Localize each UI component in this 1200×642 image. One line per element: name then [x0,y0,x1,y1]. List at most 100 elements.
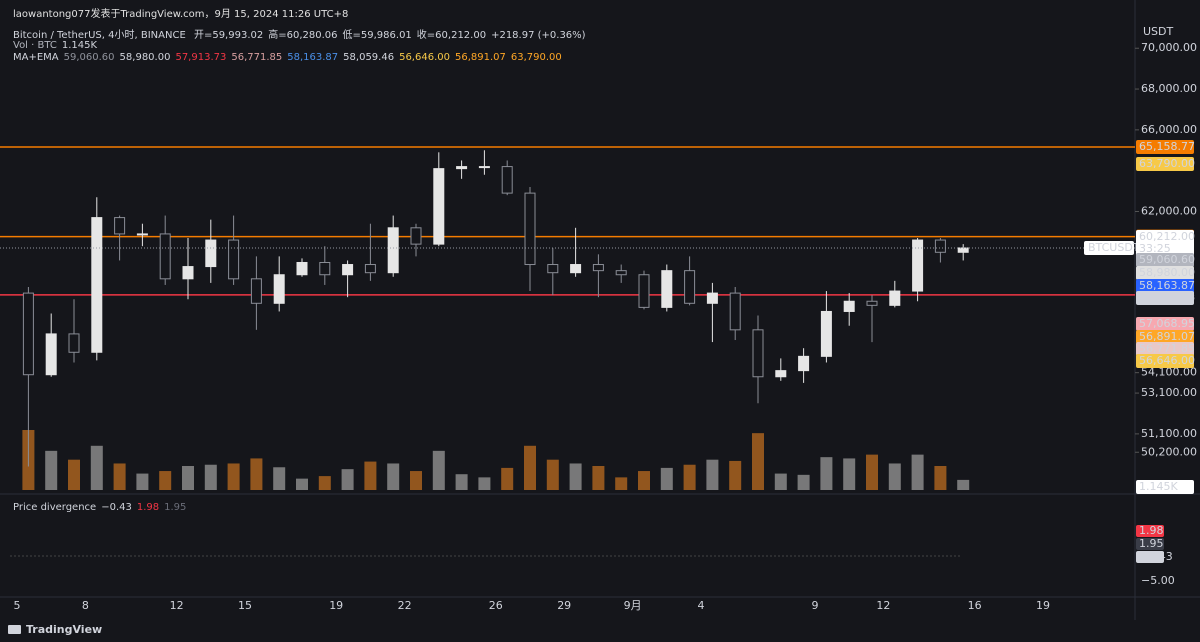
y-tick-label: 50,200.00 [1141,445,1197,458]
candle-body [364,264,376,274]
candle-body [592,264,604,272]
volume-bar [797,474,810,490]
price-tag-bg [1136,317,1194,331]
candle-body [501,166,513,194]
ohlc-value: 高=60,280.06 [268,30,338,41]
vol-label: Vol · BTC [13,40,57,51]
candle-body [342,264,354,276]
price-tag: 56,891.07 [1139,330,1195,343]
volume-bar [478,477,491,490]
candle-body [433,168,445,245]
volume-bar [911,454,924,490]
price-tag-bg [1136,480,1194,494]
x-tick-label: 5 [14,599,21,612]
vol-row: Vol · BTC 1.145K [13,40,102,51]
y-tick-label: 53,100.00 [1141,386,1197,399]
volume-bar [660,467,673,490]
y-tick-label: 68,000.00 [1141,82,1197,95]
indicator-row: Price divergence −0.43 1.98 1.95 [13,502,191,513]
ma-value: 56,771.85 [231,52,283,63]
symbol-tag-bg [1084,240,1134,255]
indicator-name: Price divergence [13,502,97,513]
candle-body [843,300,855,312]
candle-body [22,292,34,376]
vol-value: 1.145K [61,40,98,51]
volume-bar [592,466,605,490]
x-tick-label: 22 [398,599,412,612]
candle-body [570,264,582,274]
price-tag-bg [1136,291,1194,305]
x-tick-label: 4 [698,599,705,612]
ma-value: 56,891.07 [454,52,506,63]
volume-bar [957,479,970,490]
price-tag: 57,068.95 [1139,317,1195,330]
ma-value: 63,790.00 [510,52,562,63]
candle-body [820,310,832,357]
volume-bar [410,471,422,490]
indicator-value: 1.98 [136,502,160,513]
x-tick-label: 9月 [624,599,642,612]
candle-body [752,329,764,378]
volume-bar [113,463,126,490]
indicator-value: 1.95 [164,502,187,513]
volume-bar [90,445,103,490]
candle-body [866,300,878,306]
candle-body [661,270,673,308]
candle-body [182,266,194,280]
volume-bar [273,467,286,490]
y-tick-label: 62,000.00 [1141,204,1197,217]
volume-bar [638,471,650,490]
candle-body [934,239,946,253]
x-tick-label: 19 [1036,599,1050,612]
ma-label: MA+EMA [13,52,59,63]
volume-bar [729,460,742,490]
price-tag: 58,059.46 [1139,291,1195,304]
ma-value: 58,059.46 [343,52,395,63]
ma-row: MA+EMA 59,060.60 58,980.00 57,913.73 56,771.… [13,52,567,63]
ohlc-value: 开=59,993.02 [193,30,264,41]
indicator-tag: 1.98 [1139,524,1164,537]
volume-bar [364,461,377,490]
price-tag: 1.145K [1139,480,1178,493]
candle-body [136,233,148,236]
volume-bar [683,464,696,490]
volume-bar [501,467,514,490]
volume-bar [296,478,308,490]
price-tag-bg [1136,266,1194,280]
level-label: 65,158.77 [1139,140,1195,153]
x-tick-label: 19 [329,599,343,612]
price-tag: 63,790.00 [1139,157,1195,170]
y-tick-label: 66,000.00 [1141,123,1197,136]
price-tag: 58,163.87 [1139,279,1195,292]
ma-value: 58,163.87 [287,52,339,63]
candle-body [478,166,490,169]
indicator-tag-bg [1136,538,1164,550]
candle-body [547,264,559,274]
volume-bar [182,466,194,490]
volume-bar [706,459,719,490]
x-tick-label: 9 [812,599,819,612]
candle-body [410,227,422,245]
level-tag [1136,140,1194,155]
brand-logo [8,625,21,634]
candle-body [205,239,217,268]
volume-bar [843,458,856,490]
price-tag-bg [1136,342,1194,356]
x-tick-label: 29 [557,599,571,612]
candle-body [114,217,126,235]
ma-value: 57,913.73 [175,52,227,63]
volume-bar [455,474,468,490]
volume-bar [432,450,445,490]
candle-body [638,274,650,308]
volume-bar [774,473,787,490]
indicator-tag: 1.95 [1139,537,1164,550]
indicator-value: −0.43 [101,502,132,513]
y-tick-label: 70,000.00 [1141,41,1197,54]
indicator-tag: −0.43 [1139,550,1173,563]
volume-bar [387,463,400,490]
ma-value: 58,980.00 [119,52,171,63]
symbol-row: Bitcoin / TetherUS, 4小时, BINANCE 开=59,99… [13,26,591,41]
indicator-tag-bg [1136,525,1164,537]
price-tag: 56,771.85 [1139,342,1195,355]
volume-bar [136,473,149,490]
